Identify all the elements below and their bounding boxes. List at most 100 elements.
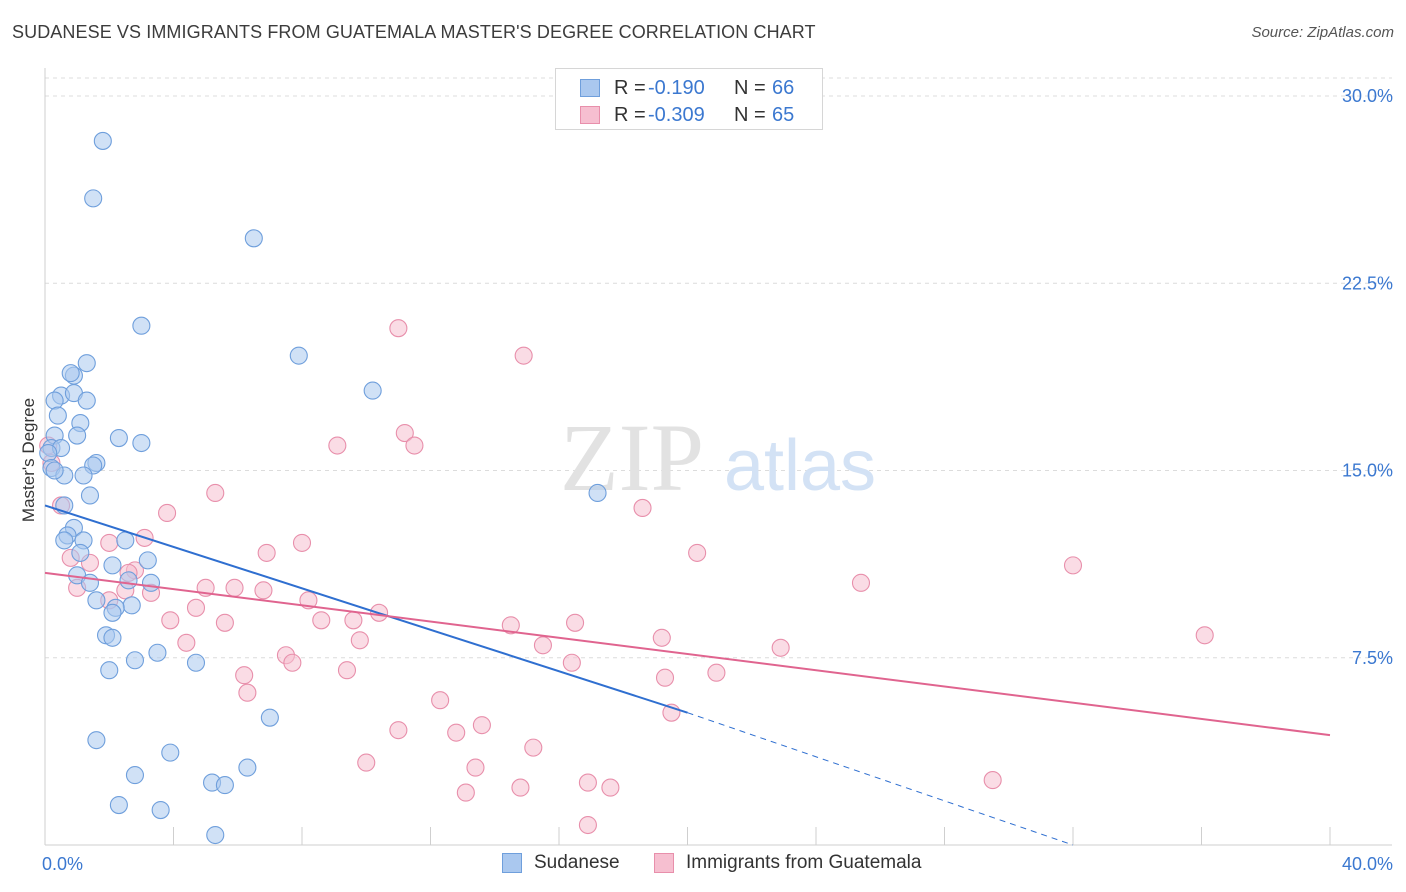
sudanese-point — [151, 800, 170, 820]
sudanese-point — [260, 708, 279, 727]
sudanese-point — [45, 391, 64, 410]
guatemala-point — [633, 498, 652, 518]
guatemala-point — [395, 423, 414, 443]
sudanese-point — [45, 461, 64, 480]
legend-swatch-blue — [502, 853, 522, 873]
guatemala-point — [456, 783, 475, 802]
guatemala-point — [186, 598, 206, 617]
guatemala-point — [447, 723, 466, 742]
x-tick-label: 40.0% — [1342, 854, 1393, 874]
guatemala-point — [161, 611, 180, 630]
sudanese-trendline-extension — [687, 712, 1074, 846]
guatemala-point — [312, 611, 331, 630]
sudanese-point — [61, 364, 80, 383]
chart-source: Source: ZipAtlas.com — [1251, 24, 1394, 41]
sudanese-point — [244, 229, 263, 248]
sudanese-point — [103, 556, 122, 575]
sudanese-point — [87, 731, 106, 750]
y-tick-label: 15.0% — [1342, 461, 1393, 481]
sudanese-point — [48, 406, 67, 425]
guatemala-point — [472, 716, 491, 735]
guatemala-point — [389, 721, 408, 740]
guatemala-point — [299, 591, 318, 610]
n-value: 65 — [772, 104, 795, 126]
sudanese-point — [119, 571, 138, 590]
sudanese-point — [77, 354, 96, 373]
legend-row-sudanese: R = -0.190 N = 66 — [556, 75, 822, 101]
guatemala-point — [851, 573, 871, 592]
guatemala-point — [514, 346, 533, 365]
series-guatemala-points — [39, 319, 1214, 835]
sudanese-point — [132, 433, 151, 453]
guatemala-point — [350, 631, 369, 650]
guatemala-point — [100, 533, 119, 552]
guatemala-point — [389, 319, 408, 338]
y-tick-label: 22.5% — [1342, 273, 1393, 293]
guatemala-point — [983, 771, 1002, 790]
guatemala-point — [158, 503, 177, 522]
r-value: -0.190 — [648, 77, 705, 99]
guatemala-point — [405, 436, 424, 455]
guatemala-point — [578, 773, 597, 792]
guatemala-point — [431, 691, 450, 710]
guatemala-point — [466, 758, 485, 777]
guatemala-point — [357, 753, 376, 772]
sudanese-point — [125, 651, 144, 670]
sudanese-point — [87, 591, 106, 610]
chart-title: SUDANESE VS IMMIGRANTS FROM GUATEMALA MA… — [12, 22, 816, 42]
guatemala-point — [254, 581, 273, 600]
sudanese-point — [363, 381, 382, 400]
guatemala-point — [601, 778, 620, 797]
axes-layer — [44, 68, 1392, 846]
y-tick-label: 7.5% — [1352, 648, 1393, 668]
y-tick-label: 30.0% — [1342, 86, 1393, 106]
guatemala-point — [566, 613, 585, 632]
legend-swatch-blue — [580, 79, 600, 97]
watermark-zip: ZIP — [560, 404, 704, 511]
r-value: -0.309 — [648, 104, 705, 126]
legend-row-guatemala: R = -0.309 N = 65 — [556, 102, 822, 128]
guatemala-point — [225, 578, 244, 597]
sudanese-point — [138, 551, 157, 570]
sudanese-point — [132, 316, 151, 335]
legend-label: Sudanese — [534, 852, 620, 873]
guatemala-point — [562, 653, 581, 672]
guatemala-point — [511, 778, 530, 797]
guatemala-point — [501, 616, 520, 635]
guatemala-point — [235, 666, 254, 685]
series-sudanese-points — [39, 131, 607, 845]
guatemala-point — [238, 683, 257, 702]
sudanese-point — [148, 643, 167, 662]
sudanese-point — [55, 531, 74, 550]
guatemala-point — [328, 436, 347, 455]
series-legend: Sudanese Immigrants from Guatemala — [0, 852, 1406, 878]
watermark-atlas: atlas — [724, 426, 876, 506]
tick-labels: 7.5% 15.0% 22.5% 30.0% 0.0% 40.0% — [42, 86, 1393, 874]
sudanese-point — [289, 346, 308, 365]
guatemala-point — [1195, 626, 1214, 645]
guatemala-point — [206, 483, 225, 503]
guatemala-point — [344, 611, 363, 630]
guatemala-point — [652, 628, 671, 647]
guatemala-point — [337, 661, 357, 680]
guatemala-point — [215, 613, 234, 632]
sudanese-point — [206, 825, 225, 845]
sudanese-point — [84, 189, 103, 208]
sudanese-point — [103, 628, 122, 647]
watermark: ZIP atlas — [560, 404, 876, 511]
sudanese-point — [103, 603, 122, 622]
n-label: N = — [734, 104, 766, 126]
sudanese-point — [77, 391, 96, 410]
sudanese-point — [80, 486, 100, 505]
trend-layer — [44, 504, 1331, 846]
sudanese-point — [161, 743, 180, 762]
guatemala-point — [257, 543, 276, 562]
sudanese-point — [122, 596, 141, 615]
legend-swatch-pink — [654, 853, 674, 873]
guatemala-point — [533, 636, 552, 655]
n-label: N = — [734, 77, 766, 99]
guatemala-point — [1063, 556, 1083, 575]
r-label: R = — [614, 77, 646, 99]
sudanese-point — [215, 776, 234, 795]
